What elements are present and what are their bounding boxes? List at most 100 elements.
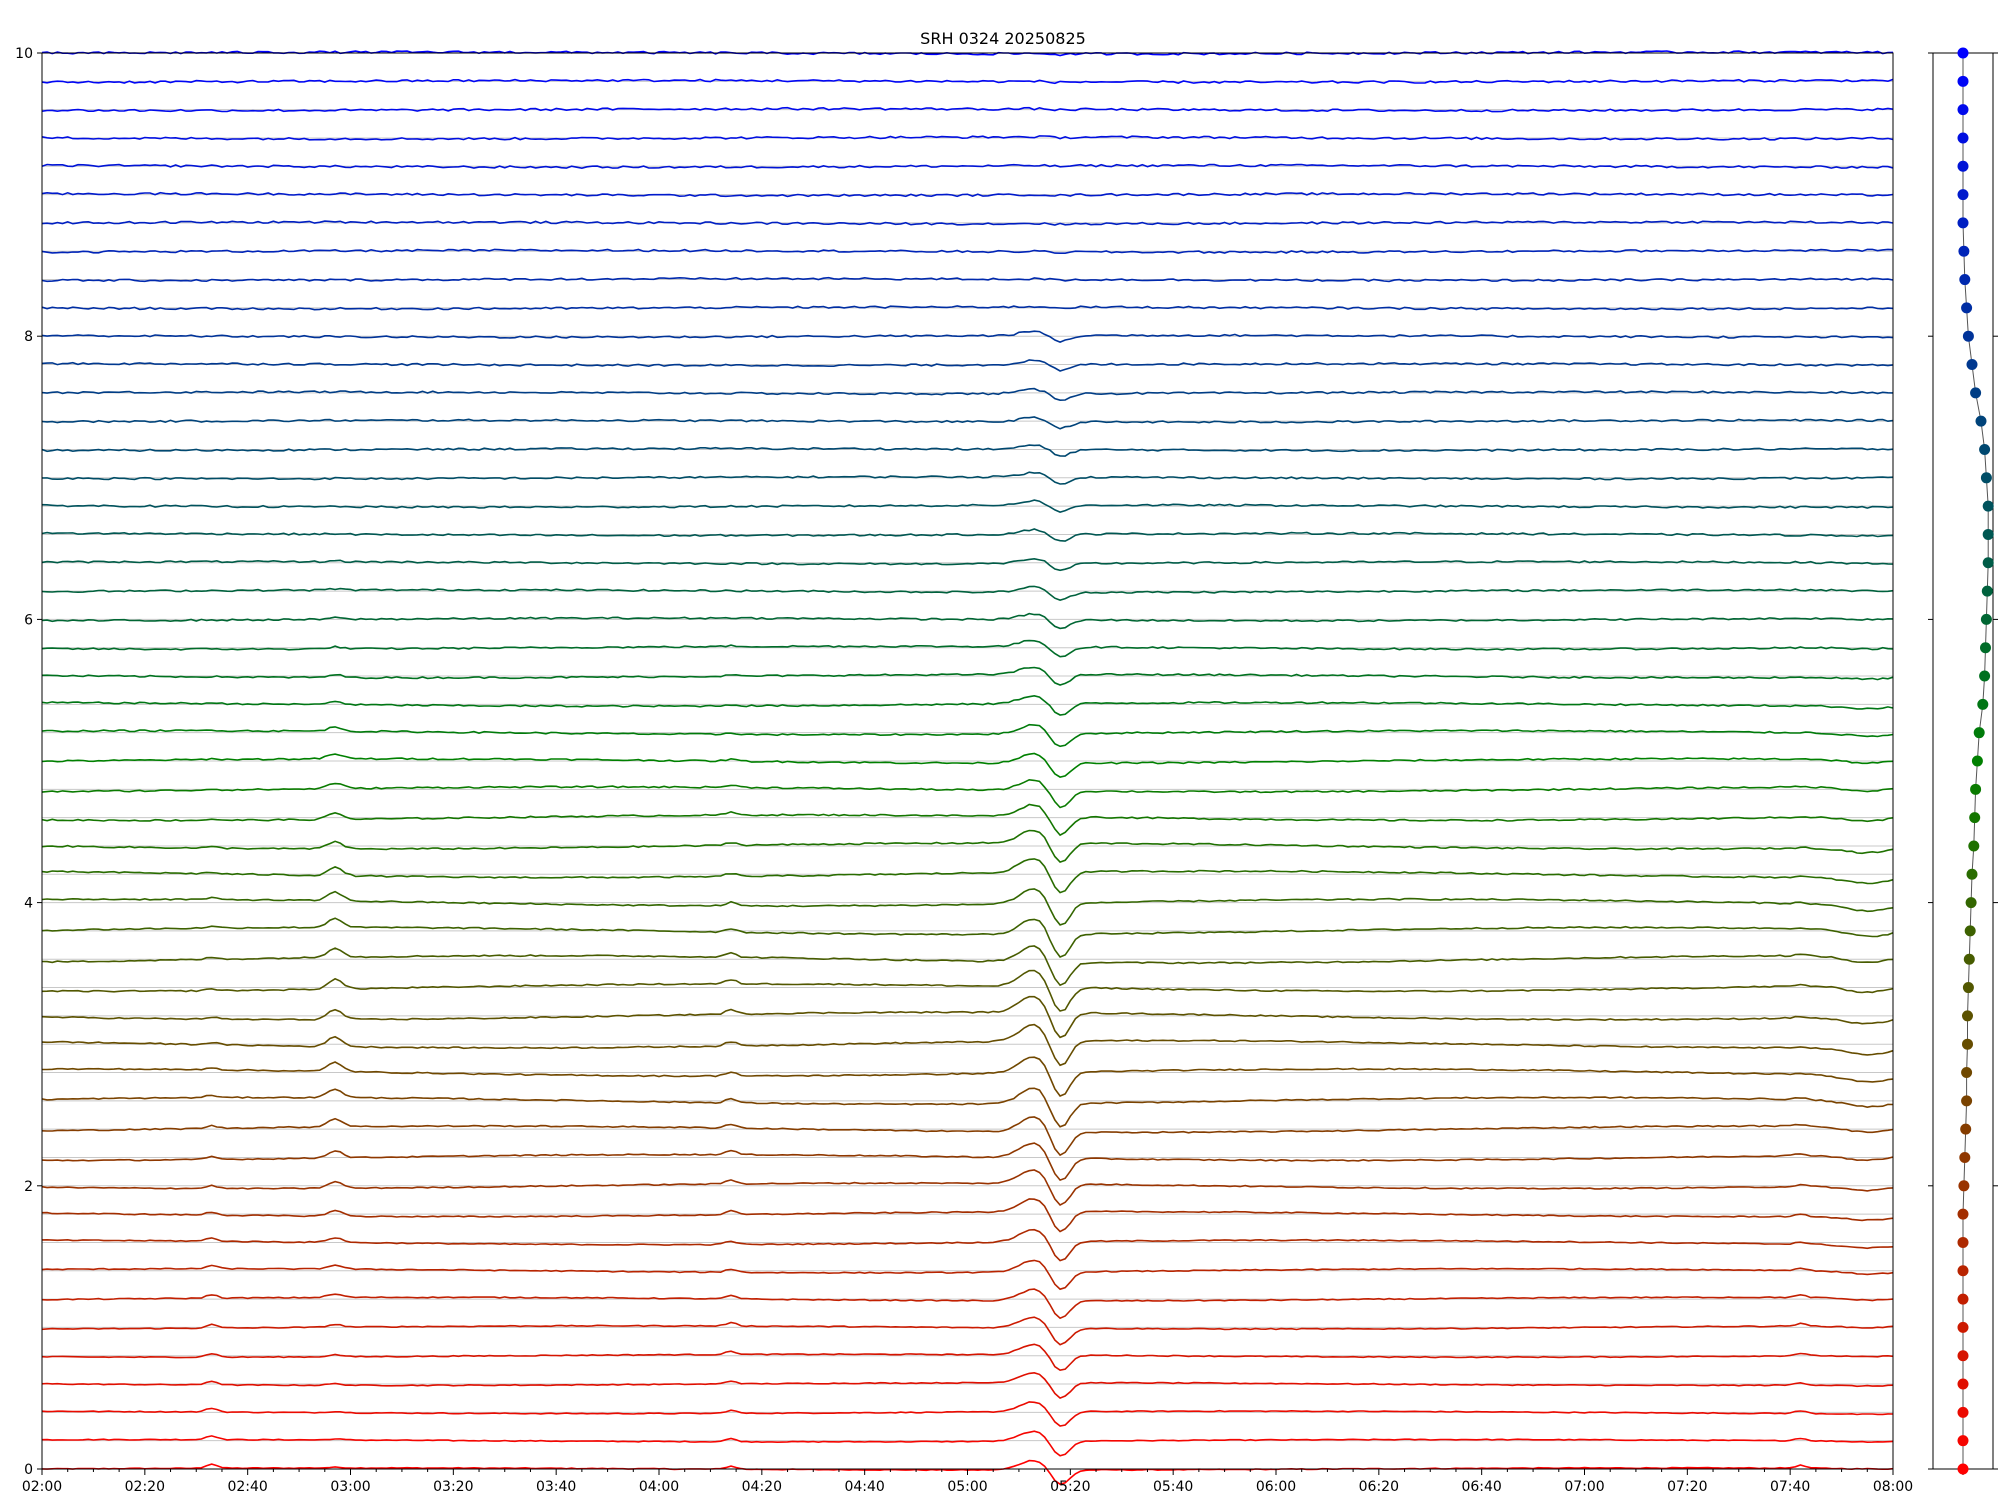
- side-scatter-point: [1968, 840, 1980, 852]
- x-tick-label: 07:20: [1667, 1479, 1707, 1495]
- side-scatter-point: [1963, 953, 1975, 965]
- series-line: [41, 359, 1894, 372]
- series-line: [41, 778, 1894, 809]
- side-scatter-point: [1957, 160, 1969, 172]
- side-scatter-point: [1957, 75, 1969, 87]
- x-tick-label: 03:00: [330, 1479, 370, 1495]
- x-tick-label: 04:20: [742, 1479, 782, 1495]
- x-tick-label: 05:20: [1050, 1479, 1090, 1495]
- series-line: [41, 416, 1894, 430]
- side-scatter-point: [1982, 528, 1994, 540]
- x-tick-label: 02:20: [125, 1479, 165, 1495]
- side-scatter-point: [1980, 642, 1991, 654]
- series-line: [41, 1401, 1894, 1427]
- side-scatter-point: [1970, 783, 1982, 795]
- series-line: [41, 78, 1894, 85]
- series-line: [41, 1288, 1894, 1320]
- side-scatter-point: [1957, 1435, 1969, 1447]
- y-tick-label: 0: [24, 1462, 33, 1478]
- series-line: [41, 1198, 1894, 1233]
- x-tick-label: 06:00: [1256, 1479, 1296, 1495]
- side-scatter-point: [1966, 868, 1978, 880]
- side-scatter-point: [1979, 670, 1991, 682]
- x-tick-label: 06:40: [1461, 1479, 1501, 1495]
- series-line: [41, 471, 1894, 485]
- chart-title: SRH 0324 20250825: [920, 29, 1086, 48]
- x-tick-label: 03:40: [536, 1479, 576, 1495]
- side-scatter-point: [1980, 472, 1992, 484]
- side-scatter-point: [1962, 330, 1974, 342]
- series-line: [41, 220, 1894, 226]
- side-scatter-point: [1959, 274, 1971, 286]
- side-scatter-point: [1957, 1236, 1969, 1248]
- series-line: [41, 191, 1894, 198]
- side-scatter-point: [1957, 47, 1969, 59]
- series-line: [41, 945, 1894, 987]
- y-tick-label: 6: [24, 612, 33, 628]
- series-line: [41, 969, 1894, 1012]
- series-line: [41, 106, 1894, 113]
- side-scatter-point: [1961, 302, 1973, 314]
- series-line: [41, 557, 1894, 572]
- side-scatter-point: [1962, 1010, 1973, 1022]
- side-scatter-plot: [1928, 47, 1998, 1475]
- side-scatter-point: [1957, 217, 1969, 229]
- side-scatter-point: [1957, 1406, 1969, 1418]
- series-line: [41, 248, 1894, 254]
- series-line: [41, 639, 1894, 658]
- series-line: [41, 1142, 1894, 1182]
- side-scatter-point: [1957, 1321, 1969, 1333]
- series-line: [41, 723, 1894, 748]
- x-tick-label: 06:20: [1359, 1479, 1399, 1495]
- series-line: [41, 387, 1894, 402]
- series-line: [41, 444, 1894, 457]
- side-scatter-point: [1973, 727, 1985, 739]
- side-scatter-point: [1979, 443, 1991, 455]
- series-line: [41, 1371, 1894, 1400]
- series-line: [41, 1316, 1894, 1346]
- side-scatter-point: [1959, 1151, 1971, 1163]
- side-scatter-point: [1957, 1463, 1969, 1475]
- series-line: [41, 330, 1894, 343]
- series-line: [41, 1023, 1894, 1067]
- side-scatter-point: [1969, 812, 1981, 824]
- x-tick-label: 05:00: [947, 1479, 987, 1495]
- series-line: [41, 666, 1894, 686]
- y-tick-label: 8: [24, 329, 33, 345]
- side-scatter-point: [1958, 245, 1970, 257]
- side-scatter-point: [1958, 1180, 1970, 1192]
- side-scatter-point: [1957, 1378, 1969, 1390]
- y-tick-label: 10: [15, 46, 33, 62]
- y-tick-label: 4: [24, 896, 33, 912]
- series-line: [41, 1228, 1894, 1262]
- series-line: [41, 612, 1894, 630]
- series-line: [41, 276, 1894, 283]
- side-scatter-point: [1962, 982, 1974, 994]
- x-tick-label: 08:00: [1873, 1479, 1913, 1495]
- series-line: [41, 829, 1894, 864]
- series-line: [41, 917, 1894, 958]
- x-tick-label: 03:20: [433, 1479, 473, 1495]
- side-scatter-point: [1975, 415, 1987, 427]
- y-tick-label: 2: [24, 1179, 33, 1195]
- x-tick-label: 07:00: [1564, 1479, 1604, 1495]
- side-scatter-point: [1957, 1208, 1969, 1220]
- series-line: [41, 585, 1894, 601]
- x-tick-label: 04:40: [844, 1479, 884, 1495]
- side-scatter-point: [1957, 1265, 1969, 1277]
- side-scatter-point: [1964, 925, 1976, 937]
- side-scatter-point: [1982, 557, 1994, 569]
- side-scatter-point: [1966, 359, 1978, 371]
- side-scatter-point: [1957, 189, 1969, 201]
- side-scatter-point: [1961, 1095, 1973, 1107]
- main-plot-area: 0 2 4 6 8 10 02:00 02:20 02:40 03:00 03:20 03:40 04:…: [15, 46, 1913, 1495]
- side-scatter-point: [1981, 585, 1993, 597]
- side-scatter-point: [1957, 1293, 1969, 1305]
- series-line: [41, 752, 1894, 778]
- series-line: [41, 1430, 1894, 1457]
- series-line: [41, 528, 1894, 542]
- series-line: [41, 163, 1894, 170]
- side-scatter-point: [1957, 1350, 1969, 1362]
- series-line: [41, 694, 1894, 716]
- series-line: [41, 135, 1894, 141]
